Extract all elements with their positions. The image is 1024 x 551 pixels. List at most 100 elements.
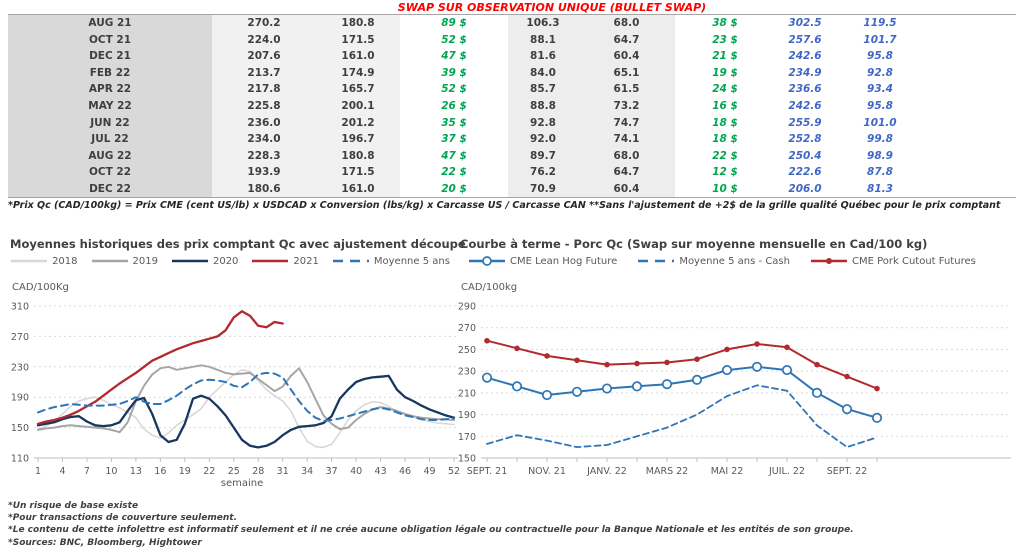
data-point-marker (781, 365, 793, 376)
legend-label: Moyenne 5 ans - Cash (679, 255, 790, 267)
footnote-line: *Pour transactions de couverture seuleme… (8, 513, 237, 524)
x-tick-label: 16 (154, 466, 166, 477)
table-cell-month: APR 22 (8, 81, 212, 98)
table-cell: 23 $ (712, 33, 738, 46)
legend-item-moyenne-5-ans-cash: Moyenne 5 ans - Cash (637, 255, 790, 267)
table-cell: 76.2 (508, 163, 578, 181)
table-row: OCT 21 224.0 171.5 52 $ 88.1 64.7 23 $ 257.6 101… (8, 31, 1016, 49)
table-cell: 98.9 (867, 149, 893, 162)
line-swatch-icon (469, 256, 505, 266)
table-cell: 73.2 (578, 97, 675, 115)
table-row: OCT 22 193.9 171.5 22 $ 76.2 64.7 12 $ 222.6 87.… (8, 163, 1016, 181)
table-cell-month: MAY 22 (8, 97, 212, 115)
y-tick-label: 150 (458, 454, 476, 465)
table-cell: 52 $ (441, 83, 467, 96)
table-cell: 236.6 (788, 83, 822, 96)
x-tick-label: SEPT. 22 (827, 466, 868, 477)
table-cell: 39 $ (441, 66, 467, 79)
table-cell: 18 $ (712, 133, 738, 146)
y-tick-label: 230 (458, 367, 476, 378)
table-cell: 161.0 (316, 180, 400, 198)
legend-label: CME Pork Cutout Futures (851, 255, 976, 267)
table-cell: 106.3 (508, 15, 578, 32)
line-swatch-icon (171, 259, 208, 263)
y-axis-unit-label: CAD/100Kg (12, 282, 69, 293)
x-tick-label: SEPT. 21 (467, 466, 508, 477)
data-point-marker (574, 357, 580, 364)
y-tick-label: 210 (458, 388, 476, 399)
data-point-marker (814, 361, 820, 368)
table-cell: 213.7 (212, 64, 316, 82)
data-point-marker (514, 345, 520, 352)
table-cell: 92.8 (508, 114, 578, 131)
table-row: DEC 22 180.6 161.0 20 $ 70.9 60.4 10 $ 206.0 81.… (8, 180, 1016, 198)
table-cell: 81.6 (508, 48, 578, 65)
table-cell: 65.1 (578, 64, 675, 82)
data-point-marker (541, 389, 553, 401)
data-point-marker (721, 365, 733, 376)
table-cell: 35 $ (441, 116, 467, 129)
table-cell: 95.8 (867, 100, 893, 112)
line-swatch-icon (810, 258, 847, 264)
table-cell: 60.4 (578, 48, 675, 65)
table-cell: 19 $ (712, 66, 738, 79)
x-tick-label: JUIL. 22 (768, 466, 805, 477)
data-point-marker (751, 361, 763, 372)
x-tick-label: 31 (277, 466, 289, 477)
table-cell: 85.7 (508, 81, 578, 98)
table-cell-month: JUL 22 (8, 130, 212, 148)
table-cell: 60.4 (578, 180, 675, 198)
table-cell: 101.0 (863, 116, 897, 129)
legend-label: 2021 (293, 255, 319, 267)
table-cell-month: FEB 22 (8, 64, 212, 82)
legend-label: 2020 (212, 255, 239, 267)
x-tick-label: 25 (228, 466, 240, 477)
table-cell: 234.0 (212, 130, 316, 148)
table-cell: 16 $ (712, 100, 738, 112)
x-tick-label: 19 (179, 466, 191, 477)
y-tick-label: 250 (458, 345, 476, 356)
table-cell: 20 $ (441, 182, 467, 195)
table-cell: 18 $ (712, 116, 738, 129)
x-tick-label: 52 (448, 466, 460, 477)
table-row: JUN 22 236.0 201.2 35 $ 92.8 74.7 18 $ 255.9 101… (8, 114, 1016, 131)
forward-curve-chart: 150 170 190 210 230 250 270 290 CAD/100kg SEPT. 2… (458, 282, 1011, 477)
series-2021 (36, 310, 284, 425)
table-cell: 224.0 (212, 31, 316, 49)
legend-item-2020: 2020 (171, 255, 238, 267)
x-tick-label: 46 (399, 466, 411, 477)
table-row: MAY 22 225.8 200.1 26 $ 88.8 73.2 16 $ 242.6 95.… (8, 97, 1016, 115)
y-tick-label: 190 (458, 410, 476, 421)
x-tick-label: 4 (59, 466, 65, 477)
table-cell-month: AUG 21 (8, 15, 212, 32)
data-point-marker (634, 360, 640, 367)
x-tick-label: 10 (105, 466, 117, 477)
table-cell-filler (925, 81, 1016, 98)
data-point-marker (604, 361, 610, 368)
table-cell: 101.7 (863, 33, 897, 46)
y-tick-label: 290 (458, 302, 476, 313)
x-tick-label: 34 (301, 466, 313, 477)
table-cell: 302.5 (788, 17, 822, 30)
table-cell: 161.0 (316, 48, 400, 65)
table-row: FEB 22 213.7 174.9 39 $ 84.0 65.1 19 $ 234.9 92.… (8, 64, 1016, 82)
table-cell: 95.8 (867, 50, 893, 63)
table-cell-month: OCT 22 (8, 163, 212, 181)
data-point-marker (481, 372, 493, 383)
x-tick-label: 43 (375, 466, 387, 477)
series-2020 (36, 374, 456, 449)
y-tick-label: 230 (11, 362, 29, 373)
data-point-marker (811, 387, 823, 398)
table-cell: 119.5 (863, 17, 897, 30)
data-point-marker (784, 344, 790, 351)
table-cell: 171.5 (316, 163, 400, 181)
table-cell: 64.7 (578, 163, 675, 181)
line-swatch-icon (332, 259, 369, 263)
table-cell: 22 $ (712, 149, 738, 162)
table-cell: 52 $ (441, 33, 467, 46)
series-moyenne-5-ans (37, 371, 455, 422)
table-cell-month: DEC 22 (8, 180, 212, 198)
data-point-marker (691, 374, 703, 385)
table-cell: 87.8 (867, 166, 893, 179)
table-cell: 88.8 (508, 97, 578, 115)
